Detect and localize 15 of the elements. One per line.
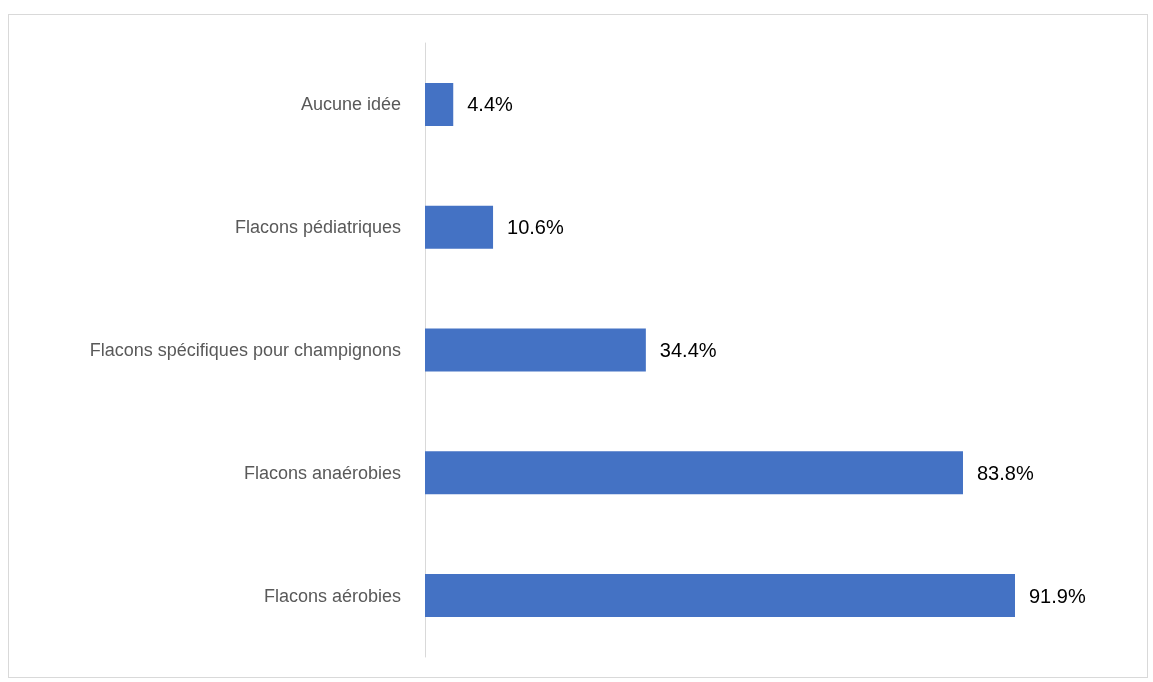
bar — [425, 205, 494, 249]
data-label: 91.9% — [1029, 584, 1086, 607]
y-tick-label: Flacons aérobies — [263, 585, 401, 606]
bar — [425, 328, 646, 372]
y-tick-label: Flacons anaérobies — [243, 462, 401, 483]
data-label: 4.4% — [467, 93, 514, 116]
data-label: 83.8% — [977, 461, 1034, 484]
y-tick-label: Aucune idée — [300, 94, 401, 115]
y-tick-label: Flacons pédiatriques — [234, 217, 401, 238]
data-label: 34.4% — [659, 339, 717, 361]
bar — [425, 574, 1015, 618]
data-label: 10.6% — [507, 216, 564, 239]
bar — [425, 451, 963, 495]
bar — [425, 82, 454, 126]
y-tick-label: Flacons spécifiques pour champignons — [89, 340, 401, 360]
